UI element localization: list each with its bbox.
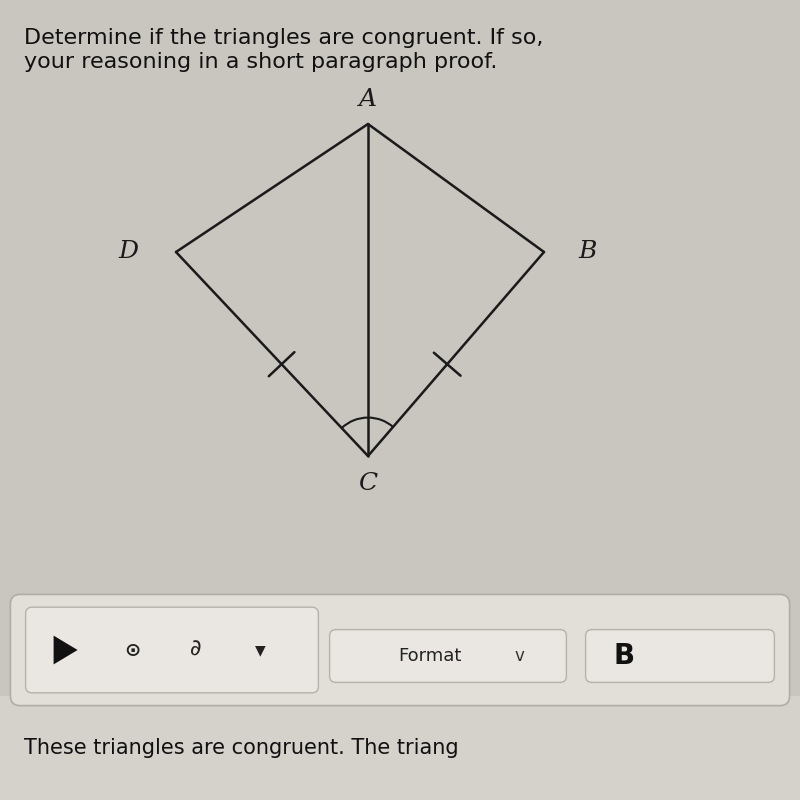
Text: v: v: [514, 647, 525, 665]
Text: B: B: [579, 241, 597, 263]
FancyBboxPatch shape: [26, 607, 318, 693]
Text: C: C: [358, 473, 378, 495]
Text: Format: Format: [398, 647, 462, 665]
FancyBboxPatch shape: [586, 630, 774, 682]
Text: ∂: ∂: [190, 640, 202, 660]
FancyBboxPatch shape: [330, 630, 566, 682]
Text: Determine if the triangles are congruent. If so,: Determine if the triangles are congruent…: [24, 28, 543, 48]
Text: A: A: [359, 89, 377, 111]
Text: D: D: [118, 241, 138, 263]
FancyBboxPatch shape: [10, 594, 790, 706]
Text: ⊙: ⊙: [124, 641, 140, 659]
Text: your reasoning in a short paragraph proof.: your reasoning in a short paragraph proo…: [24, 52, 498, 72]
Polygon shape: [54, 635, 78, 664]
Text: B: B: [614, 642, 634, 670]
Bar: [0, 696, 800, 800]
Text: These triangles are congruent. The triang: These triangles are congruent. The trian…: [24, 738, 458, 758]
Text: ▼: ▼: [254, 643, 266, 657]
